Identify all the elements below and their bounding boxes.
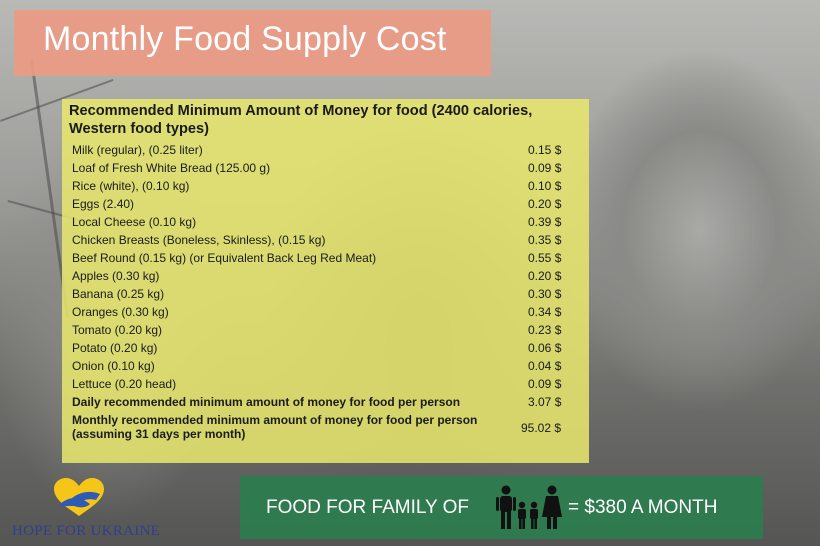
item-label: Loaf of Fresh White Bread (125.00 g) <box>72 161 271 175</box>
item-value: 95.02 $ <box>521 421 562 435</box>
item-value: 3.07 $ <box>528 395 562 409</box>
item-label: Lettuce (0.20 head) <box>72 377 177 391</box>
item-value: 0.20 $ <box>528 197 562 211</box>
panel-heading: Recommended Minimum Amount of Money for … <box>69 103 533 137</box>
banner-suffix: = $380 A MONTH <box>568 497 718 518</box>
table-row: Chicken Breasts (Boneless, Skinless), (0… <box>72 231 572 249</box>
item-label: Banana (0.25 kg) <box>72 287 165 301</box>
item-label: Monthly recommended minimum amount of mo… <box>72 413 478 441</box>
table-row: Monthly recommended minimum amount of mo… <box>72 411 572 447</box>
table-row: Daily recommended minimum amount of mone… <box>72 393 572 411</box>
cost-panel <box>62 99 589 463</box>
item-label: Apples (0.30 kg) <box>72 269 160 283</box>
item-label: Tomato (0.20 kg) <box>72 323 163 337</box>
table-row: Banana (0.25 kg) 0.30 $ <box>72 285 572 303</box>
item-label: Milk (regular), (0.25 liter) <box>72 143 203 157</box>
item-label: Onion (0.10 kg) <box>72 359 155 373</box>
banner-prefix: FOOD FOR FAMILY OF <box>266 497 470 518</box>
page-title: Monthly Food Supply Cost <box>43 20 447 58</box>
hands-heart-icon <box>54 478 104 516</box>
family-icon <box>496 485 562 529</box>
logo-text: HOPE FOR UKRAINE <box>12 523 161 539</box>
table-row: Onion (0.10 kg) 0.04 $ <box>72 357 572 375</box>
item-value: 0.30 $ <box>528 287 562 301</box>
item-value: 0.39 $ <box>528 215 562 229</box>
item-label: Rice (white), (0.10 kg) <box>72 179 190 193</box>
table-row: Oranges (0.30 kg) 0.34 $ <box>72 303 572 321</box>
item-value: 0.20 $ <box>528 269 562 283</box>
item-value: 0.04 $ <box>528 359 562 373</box>
item-value: 0.09 $ <box>528 377 562 391</box>
item-value: 0.34 $ <box>528 305 562 319</box>
item-label: Eggs (2.40) <box>72 197 135 211</box>
table-row: Tomato (0.20 kg) 0.23 $ <box>72 321 572 339</box>
item-label: Daily recommended minimum amount of mone… <box>72 395 461 409</box>
item-value: 0.09 $ <box>528 161 562 175</box>
title-background <box>14 10 491 76</box>
table-row: Milk (regular), (0.25 liter) 0.15 $ <box>72 141 572 159</box>
table-row: Beef Round (0.15 kg) (or Equivalent Back… <box>72 249 572 267</box>
item-label: Potato (0.20 kg) <box>72 341 158 355</box>
item-label: Oranges (0.30 kg) <box>72 305 169 319</box>
table-row: Loaf of Fresh White Bread (125.00 g) 0.09… <box>72 159 572 177</box>
item-label: Chicken Breasts (Boneless, Skinless), (0… <box>72 233 326 247</box>
item-value: 0.55 $ <box>528 251 562 265</box>
table-row: Local Cheese (0.10 kg) 0.39 $ <box>72 213 572 231</box>
item-label: Local Cheese (0.10 kg) <box>72 215 197 229</box>
cost-table: Milk (regular), (0.25 liter) 0.15 $ Loaf o… <box>72 141 572 447</box>
item-value: 0.06 $ <box>528 341 562 355</box>
item-label: Beef Round (0.15 kg) (or Equivalent Back… <box>72 251 377 265</box>
item-value: 0.10 $ <box>528 179 562 193</box>
table-row: Potato (0.20 kg) 0.06 $ <box>72 339 572 357</box>
table-row: Eggs (2.40) 0.20 $ <box>72 195 572 213</box>
item-value: 0.35 $ <box>528 233 562 247</box>
table-row: Rice (white), (0.10 kg) 0.10 $ <box>72 177 572 195</box>
table-row: Lettuce (0.20 head) 0.09 $ <box>72 375 572 393</box>
item-value: 0.15 $ <box>528 143 562 157</box>
item-value: 0.23 $ <box>528 323 562 337</box>
table-row: Apples (0.30 kg) 0.20 $ <box>72 267 572 285</box>
